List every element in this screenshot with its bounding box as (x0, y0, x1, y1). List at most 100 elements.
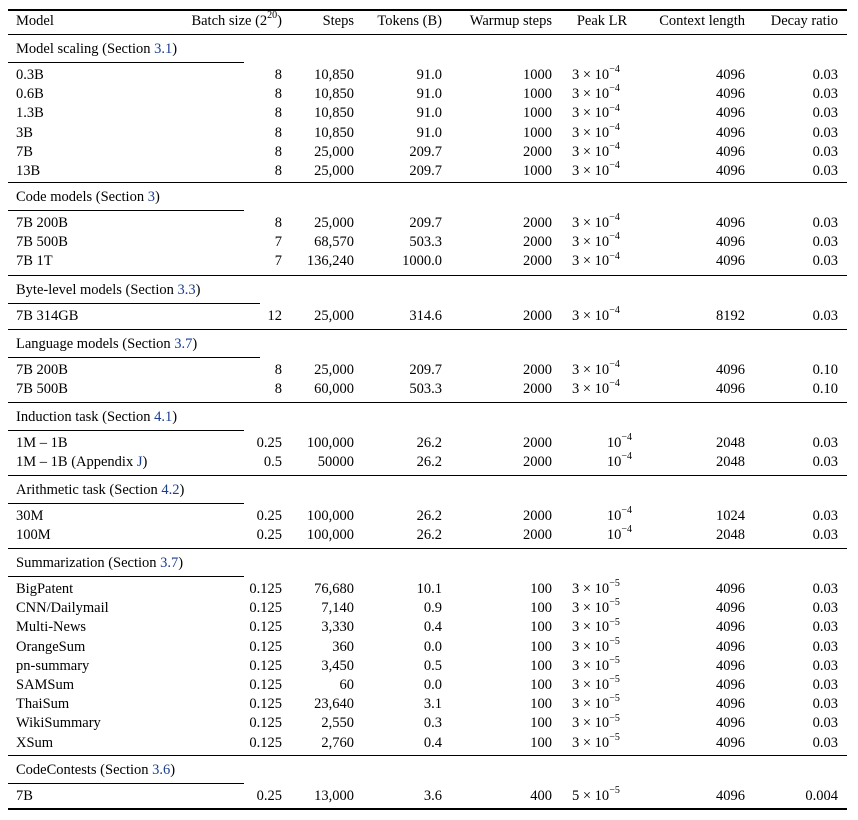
cell-tokens: 3.1 (423, 696, 442, 713)
cell-model: 7B 500B (16, 234, 68, 251)
cell-warmup-steps: 100 (530, 715, 552, 732)
cell-model: BigPatent (16, 581, 74, 597)
cell-model: 7B 1T (16, 253, 53, 270)
table-row: 1.3B 8 10,850 91.0 1000 3 × 10−4 4096 0.03 (0, 103, 858, 123)
section-underline (8, 62, 244, 63)
lr-exponent: −5 (609, 731, 620, 743)
cell-batch-size: 8 (274, 67, 282, 83)
cell-decay-ratio: 0.03 (812, 696, 838, 713)
section-title: Code models (Section 3) (0, 188, 858, 207)
cell-steps: 60 (339, 677, 355, 693)
cell-context-length: 4096 (716, 581, 745, 597)
cell-peak-lr: 3 × 10−4 (572, 64, 620, 83)
cell-tokens: 26.2 (416, 435, 442, 451)
section-ref: 3.6 (152, 762, 171, 778)
cell-tokens: 91.0 (416, 86, 442, 103)
cell-batch-size: 0.125 (249, 619, 282, 636)
cell-model: 3B (16, 124, 33, 141)
header-context-length: Context length (659, 13, 745, 29)
table-row: XSum 0.125 2,760 0.4 100 3 × 10−5 4096 0.03 (0, 731, 858, 753)
cell-decay-ratio: 0.03 (812, 527, 838, 544)
lr-exponent: −4 (621, 451, 632, 463)
cell-batch-size: 0.125 (249, 600, 282, 617)
cell-steps: 10,850 (314, 86, 354, 103)
section-ref: 3.3 (177, 282, 196, 298)
section-title-text: Induction task (Section 4.1) (16, 409, 178, 425)
cell-peak-lr: 3 × 10−4 (572, 121, 620, 141)
cell-steps: 2,760 (321, 734, 354, 751)
cell-decay-ratio: 0.03 (812, 508, 838, 524)
cell-context-length: 4096 (716, 234, 745, 251)
cell-batch-size: 8 (274, 143, 282, 160)
cell-batch-size: 0.25 (256, 788, 282, 804)
lr-exponent: −4 (621, 524, 632, 536)
cell-context-length: 4096 (716, 600, 745, 617)
cell-decay-ratio: 0.03 (812, 581, 838, 597)
cell-batch-size: 0.125 (249, 638, 282, 655)
cell-model: pn-summary (16, 657, 90, 674)
cell-context-length: 4096 (716, 143, 745, 160)
cell-peak-lr: 3 × 10−5 (572, 654, 620, 674)
cell-steps: 23,640 (314, 696, 354, 713)
section-rule (8, 402, 847, 403)
header-tokens: Tokens (B) (377, 13, 442, 29)
cell-batch-size: 0.125 (249, 696, 282, 713)
cell-warmup-steps: 2000 (523, 527, 552, 544)
cell-batch-size: 8 (274, 362, 282, 378)
cell-peak-lr: 3 × 10−4 (572, 140, 620, 160)
cell-peak-lr: 3 × 10−5 (572, 674, 620, 693)
cell-context-length: 2048 (716, 435, 745, 451)
cell-batch-size: 8 (274, 163, 282, 179)
cell-decay-ratio: 0.03 (812, 454, 838, 471)
cell-tokens: 91.0 (416, 67, 442, 83)
cell-tokens: 0.5 (423, 657, 442, 674)
cell-context-length: 2048 (716, 527, 745, 544)
cell-model: 7B (16, 143, 33, 160)
section-title: Language models (Section 3.7) (0, 335, 858, 354)
section-ref: 3.7 (174, 336, 193, 352)
lr-exponent: −5 (609, 635, 620, 647)
cell-context-length: 4096 (716, 788, 745, 804)
lr-exponent: −4 (609, 121, 620, 133)
header-batch-size: Batch size (220) (191, 10, 282, 29)
cell-model: 13B (16, 163, 41, 179)
cell-tokens: 503.3 (409, 381, 442, 398)
cell-peak-lr: 3 × 10−5 (572, 731, 620, 751)
cell-model: 1M – 1B (Appendix J) (16, 454, 148, 471)
section-ref: 4.2 (161, 482, 180, 498)
lr-exponent: −4 (609, 305, 620, 317)
table-row: CNN/Dailymail 0.125 7,140 0.9 100 3 × 10−5 409… (0, 598, 858, 618)
lr-exponent: −4 (609, 231, 620, 243)
cell-decay-ratio: 0.03 (812, 734, 838, 751)
cell-peak-lr: 3 × 10−4 (572, 212, 620, 231)
cell-tokens: 3.6 (423, 788, 442, 804)
cell-warmup-steps: 2000 (523, 308, 552, 324)
cell-warmup-steps: 1000 (523, 124, 552, 141)
cell-context-length: 4096 (716, 86, 745, 103)
cell-steps: 25,000 (314, 362, 354, 378)
cell-decay-ratio: 0.03 (812, 215, 838, 231)
cell-batch-size: 7 (274, 234, 282, 251)
cell-context-length: 4096 (716, 362, 745, 378)
cell-steps: 68,570 (314, 234, 354, 251)
cell-peak-lr: 10−4 (606, 505, 632, 524)
header-warmup-steps: Warmup steps (469, 13, 552, 29)
cell-steps: 76,680 (314, 581, 354, 597)
lr-exponent: −4 (621, 432, 632, 444)
table-row: 100M 0.25 100,000 26.2 2000 10−4 2048 0.03 (0, 524, 858, 545)
lr-exponent: −5 (609, 785, 620, 797)
cell-steps: 100,000 (306, 508, 354, 524)
cell-tokens: 0.0 (423, 638, 442, 655)
cell-model: SAMSum (16, 677, 75, 693)
cell-peak-lr: 3 × 10−4 (572, 250, 620, 270)
cell-context-length: 4096 (716, 253, 745, 270)
cell-steps: 10,850 (314, 124, 354, 141)
cell-warmup-steps: 2000 (523, 508, 552, 524)
cell-context-length: 4096 (716, 638, 745, 655)
table-row: 1M – 1B 0.25 100,000 26.2 2000 10−4 2048 0.03 (0, 432, 858, 453)
table-row: OrangeSum 0.125 360 0.0 100 3 × 10−5 4096 0.03 (0, 635, 858, 657)
cell-decay-ratio: 0.10 (812, 381, 838, 398)
cell-batch-size: 8 (274, 381, 282, 398)
section-title: Byte-level models (Section 3.3) (0, 281, 858, 300)
cell-decay-ratio: 0.03 (812, 600, 838, 617)
